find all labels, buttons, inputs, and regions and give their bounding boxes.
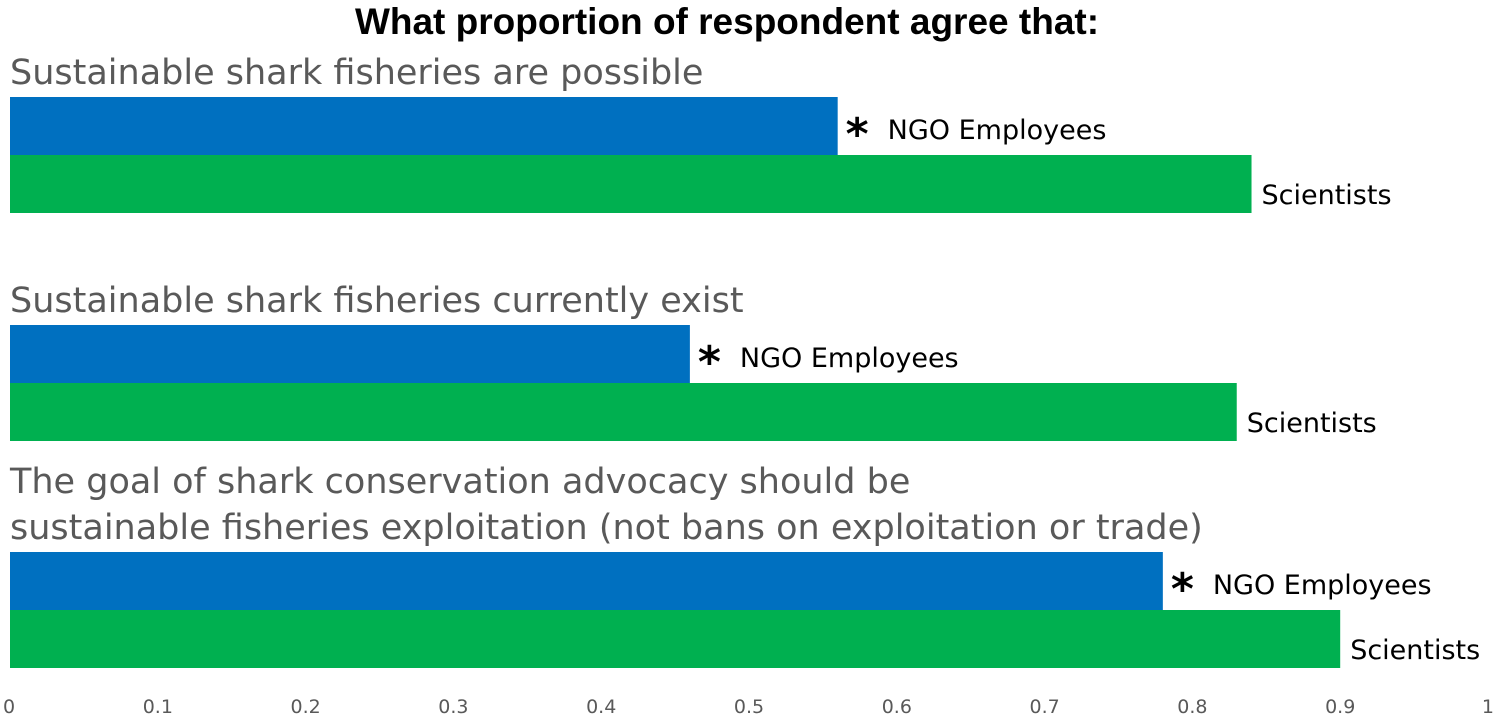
x-tick-label: 0.2: [290, 696, 320, 718]
series-label: Scientists: [1247, 408, 1377, 439]
category-label: sustainable fisheries exploitation (not …: [10, 508, 1203, 548]
series-label: Scientists: [1350, 635, 1480, 666]
significance-marker: *: [1171, 564, 1194, 615]
bar-scientists: [10, 383, 1237, 441]
series-label: NGO Employees: [888, 115, 1107, 146]
chart-marks: Sustainable shark fisheries are possible…: [9, 53, 1480, 668]
series-label: NGO Employees: [740, 343, 959, 374]
bar-ngo-employees: [10, 97, 838, 155]
significance-marker: *: [698, 337, 721, 388]
x-tick-label: 1: [1482, 696, 1494, 718]
x-tick-label: 0.3: [438, 696, 468, 718]
series-label: NGO Employees: [1213, 570, 1432, 601]
category-label: Sustainable shark fisheries are possible: [10, 53, 703, 93]
bar-scientists: [10, 610, 1341, 668]
category-label: The goal of shark conservation advocacy …: [9, 462, 910, 502]
series-label: Scientists: [1262, 180, 1392, 211]
x-tick-label: 0.9: [1325, 696, 1355, 718]
x-tick-label: 0.5: [734, 696, 764, 718]
chart-title: What proportion of respondent agree that…: [355, 1, 1099, 42]
significance-marker: *: [846, 109, 869, 160]
x-tick-label: 0.7: [1029, 696, 1059, 718]
bar-ngo-employees: [10, 552, 1163, 610]
x-tick-label: 0.4: [586, 696, 616, 718]
x-tick-label: 0.8: [1177, 696, 1207, 718]
x-tick-label: 0.1: [143, 696, 173, 718]
x-tick-label: 0: [3, 696, 15, 718]
x-tick-label: 0.6: [882, 696, 912, 718]
x-axis-ticks: 0 0.1 0.2 0.3 0.4 0.5 0.6 0.7 0.8 0.9 1: [3, 696, 1494, 718]
bar-ngo-employees: [10, 325, 690, 383]
category-label: Sustainable shark fisheries currently ex…: [10, 281, 744, 321]
bar-scientists: [10, 155, 1252, 213]
